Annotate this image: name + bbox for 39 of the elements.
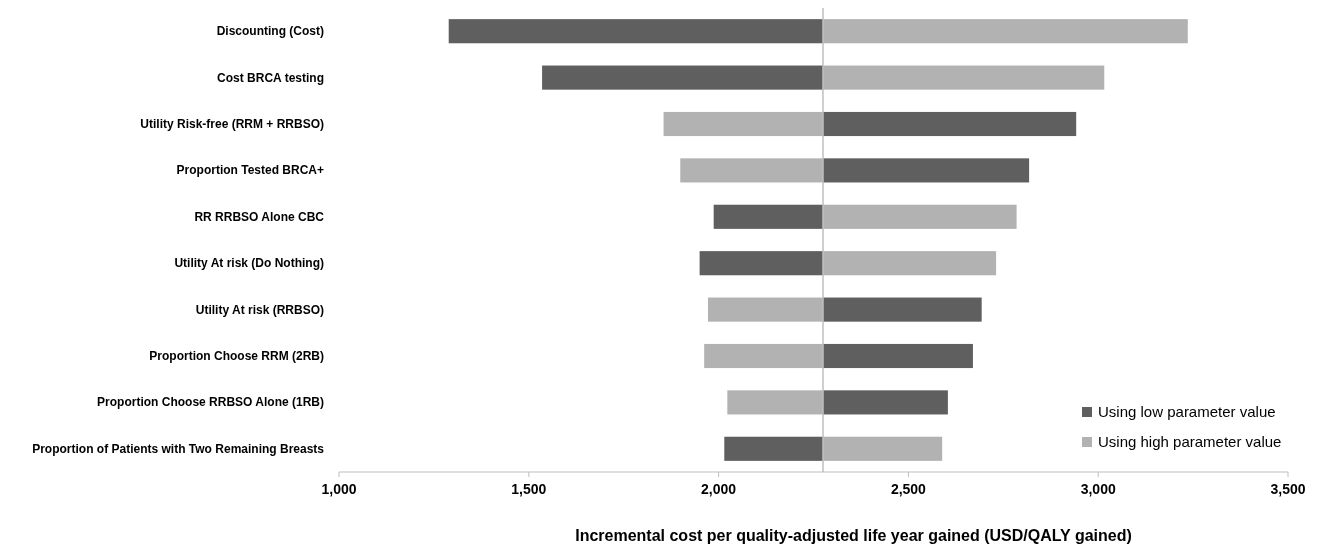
x-tick-label: 2,500 <box>890 481 927 497</box>
bar <box>542 65 823 90</box>
bar <box>707 297 823 322</box>
y-tick-label: Utility At risk (RRBSO) <box>195 302 324 317</box>
bar <box>822 204 1017 229</box>
x-tick-label: 3,500 <box>1270 481 1306 497</box>
bar <box>822 65 1105 90</box>
y-tick-label: Proportion Choose RRM (2RB) <box>149 349 324 363</box>
bar <box>680 158 823 183</box>
x-tick-label: 1,500 <box>511 481 547 497</box>
bar <box>822 297 982 322</box>
x-axis-title: Incremental cost per quality-adjusted life year gained (USD/QALY gained) <box>575 527 1132 544</box>
bar <box>822 436 943 461</box>
bar <box>727 390 823 415</box>
bar <box>699 251 823 276</box>
bar <box>663 111 823 137</box>
bar <box>822 390 948 415</box>
y-tick-label: RR RRBSO Alone CBC <box>194 209 325 224</box>
y-tick-label: Discounting (Cost) <box>216 24 324 39</box>
bar <box>822 19 1188 44</box>
y-tick-label: Cost BRCA testing <box>217 70 324 85</box>
y-tick-label: Utility At risk (Do Nothing) <box>174 256 324 271</box>
bar <box>822 111 1077 137</box>
bar <box>704 343 823 369</box>
legend-label: Using low parameter value <box>1098 403 1276 420</box>
y-tick-label: Proportion of Patients with Two Remaining Breasts <box>32 441 325 456</box>
legend-label: Using high parameter value <box>1098 433 1282 450</box>
bar <box>448 19 823 44</box>
y-tick-label: Utility Risk-free (RRM + RRBSO) <box>140 117 324 131</box>
bar <box>822 251 997 276</box>
bar <box>822 158 1030 183</box>
x-tick-label: 2,000 <box>701 481 737 497</box>
y-tick-label: Proportion Choose RRBSO Alone (1RB) <box>97 395 324 410</box>
x-tick-label: 1,000 <box>321 481 357 497</box>
x-tick-label: 3,000 <box>1080 481 1116 497</box>
bar <box>713 204 823 229</box>
y-tick-label: Proportion Tested BRCA+ <box>176 163 324 178</box>
bar <box>724 436 823 461</box>
bar <box>822 343 973 369</box>
